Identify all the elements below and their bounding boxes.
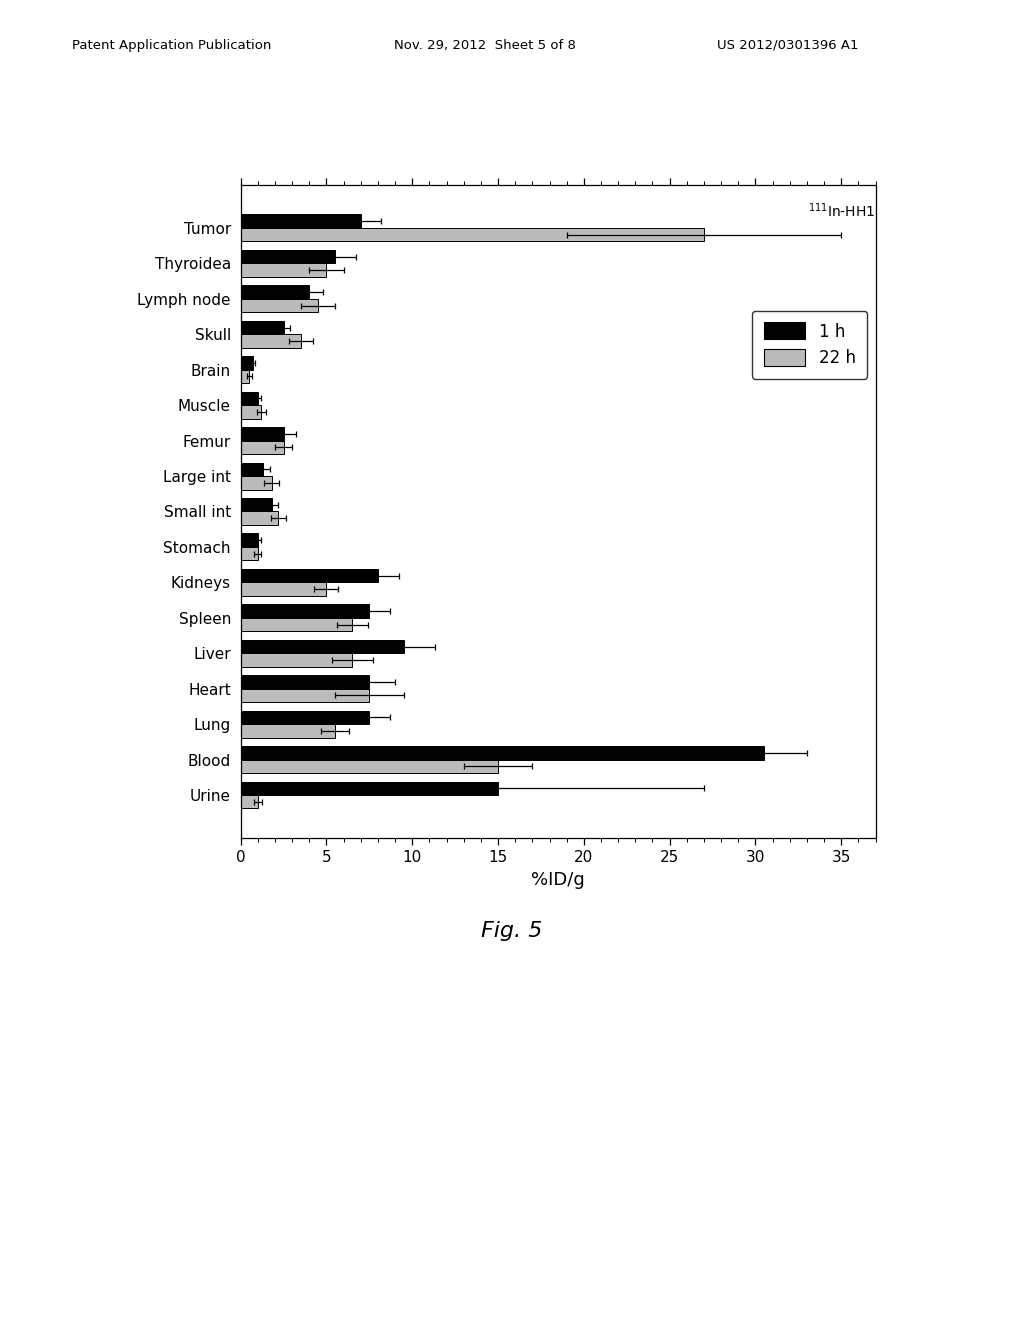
Bar [241,334,301,347]
X-axis label: %ID/g: %ID/g [531,871,585,888]
Bar [241,249,335,264]
Text: US 2012/0301396 A1: US 2012/0301396 A1 [717,38,858,51]
Legend: 1 h, 22 h: 1 h, 22 h [752,310,867,379]
Bar [241,498,271,511]
Bar [241,441,284,454]
Bar [241,428,284,441]
Bar [241,582,327,595]
Text: Nov. 29, 2012  Sheet 5 of 8: Nov. 29, 2012 Sheet 5 of 8 [394,38,577,51]
Bar [241,653,352,667]
Bar [241,370,249,383]
Bar [241,795,258,808]
Bar [241,533,258,546]
Bar [241,546,258,561]
Bar [241,569,378,582]
Bar [241,298,317,313]
Bar [241,725,335,738]
Bar [241,228,703,242]
Bar [241,511,279,525]
Bar [241,746,764,759]
Bar [241,605,370,618]
Bar [241,321,284,334]
Bar [241,781,498,795]
Bar [241,710,370,725]
Text: Patent Application Publication: Patent Application Publication [72,38,271,51]
Bar [241,264,327,277]
Bar [241,392,258,405]
Bar [241,676,370,689]
Text: $^{111}$In-HH1: $^{111}$In-HH1 [808,201,876,219]
Bar [241,618,352,631]
Bar [241,356,253,370]
Bar [241,285,309,298]
Bar [241,689,370,702]
Bar [241,477,271,490]
Bar [241,405,261,418]
Bar [241,214,360,228]
Bar [241,462,263,477]
Text: Fig. 5: Fig. 5 [481,920,543,941]
Bar [241,759,498,774]
Bar [241,640,403,653]
